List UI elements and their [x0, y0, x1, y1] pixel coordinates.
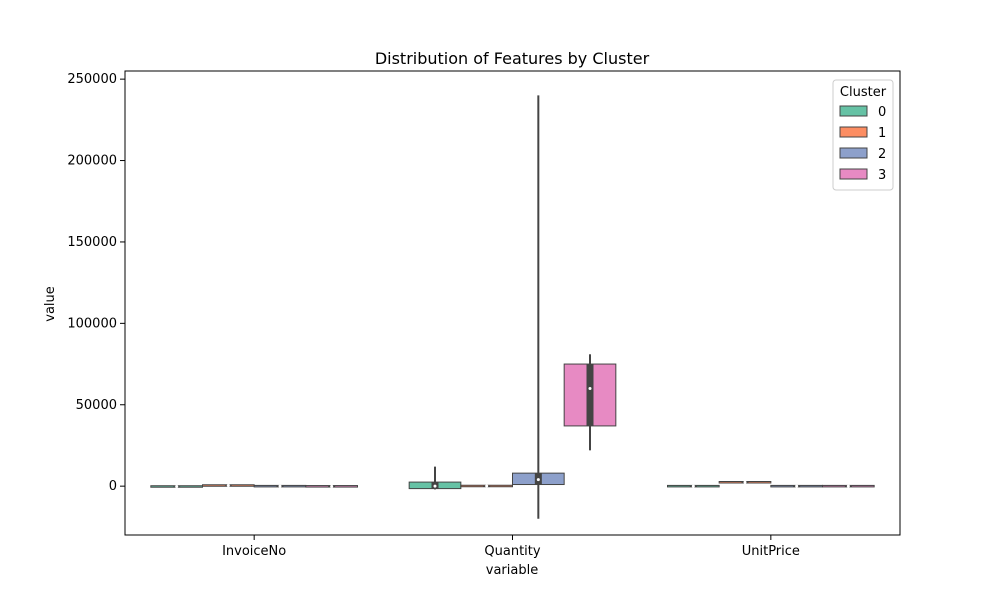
violin-InvoiceNo-cluster-1 — [202, 484, 255, 488]
violin-InvoiceNo-cluster-0 — [150, 484, 203, 488]
y-axis: 0 50000 100000 150000 200000 250000 — [67, 72, 125, 494]
violin-median — [433, 484, 437, 488]
x-tick-label: UnitPrice — [742, 544, 800, 559]
violin-UnitPrice-cluster-2 — [770, 484, 823, 488]
violin-InvoiceNo-cluster-2 — [253, 484, 307, 488]
x-tick-label: InvoiceNo — [222, 544, 286, 559]
legend-swatch-0 — [839, 105, 868, 117]
violin-Quantity-cluster-3 — [563, 354, 617, 451]
legend: Cluster 0 1 2 3 — [832, 79, 894, 191]
violin-median — [536, 478, 540, 482]
y-tick-label: 150000 — [67, 235, 117, 250]
violin-Quantity-cluster-2 — [512, 95, 565, 519]
legend-label-1: 1 — [878, 126, 886, 141]
x-axis: InvoiceNo Quantity UnitPrice — [222, 535, 800, 559]
violin-Quantity-cluster-1 — [460, 484, 514, 488]
y-tick-label: 200000 — [67, 154, 117, 169]
violin-UnitPrice-cluster-1 — [718, 480, 772, 484]
violin-median — [795, 484, 799, 488]
violin-UnitPrice-cluster-3 — [822, 484, 875, 488]
plot-frame — [124, 70, 901, 536]
violin-median — [691, 484, 695, 488]
legend-label-2: 2 — [878, 147, 886, 162]
violin-median — [846, 484, 850, 488]
y-tick-label: 250000 — [67, 72, 117, 87]
violin-iqr-box — [586, 364, 594, 426]
violin-median — [485, 484, 489, 488]
legend-swatch-1 — [839, 126, 868, 138]
chart-title: Distribution of Features by Cluster — [375, 49, 650, 68]
legend-swatch-3 — [839, 168, 868, 180]
y-tick-label: 0 — [109, 479, 117, 494]
legend-title: Cluster — [840, 85, 887, 100]
violin-UnitPrice-cluster-0 — [667, 484, 720, 488]
x-tick-label: Quantity — [484, 544, 540, 559]
violin-median — [278, 484, 282, 488]
violin-median — [226, 484, 230, 488]
violin-median — [588, 386, 592, 390]
violin-layer — [150, 95, 875, 519]
violin-median — [330, 484, 334, 488]
y-tick-label: 50000 — [76, 398, 117, 413]
legend-label-0: 0 — [878, 105, 886, 120]
violin-median — [743, 480, 747, 484]
violin-median — [175, 484, 179, 488]
legend-label-3: 3 — [878, 168, 886, 183]
violin-Quantity-cluster-0 — [408, 466, 462, 490]
y-axis-label: value — [43, 286, 58, 322]
legend-swatch-2 — [839, 147, 868, 159]
violin-InvoiceNo-cluster-3 — [305, 484, 359, 488]
x-axis-label: variable — [486, 563, 538, 578]
y-tick-label: 100000 — [67, 316, 117, 331]
